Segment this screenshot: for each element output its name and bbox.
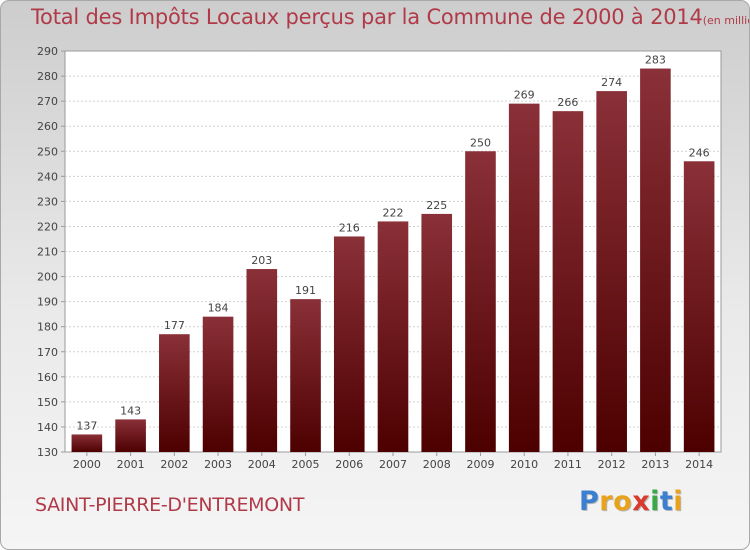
x-axis-ticks: 2000 2001 2002 2003 2004 2005 2006 2007 2008 2009… [73,452,713,471]
y-tick-label: 240 [37,170,58,183]
x-tick-label: 2011 [554,458,582,471]
data-label: 203 [251,254,272,267]
data-label: 184 [208,302,229,315]
x-tick-label: 2014 [685,458,713,471]
y-tick-label: 160 [37,371,58,384]
y-tick-label: 210 [37,246,58,259]
data-label: 269 [514,89,535,102]
bar-2009 [465,151,496,452]
chart-unit: (en milliers d'€) [702,14,749,27]
x-tick-label: 2005 [292,458,320,471]
y-tick-label: 230 [37,195,58,208]
bar-2008 [421,213,453,452]
data-label: 283 [645,54,666,67]
data-label: 143 [120,404,141,417]
bar-2007 [377,221,409,452]
data-label: 216 [339,221,360,234]
bar-2005 [290,299,321,452]
data-label: 266 [557,96,578,109]
bar-2006 [333,236,365,452]
bar-2014 [683,161,715,452]
data-label: 177 [164,319,185,332]
y-tick-label: 170 [37,346,58,359]
y-tick-label: 280 [37,70,58,83]
y-tick-label: 260 [37,120,58,133]
x-tick-label: 2000 [73,458,101,471]
bar-2000 [71,434,103,452]
y-tick-label: 270 [37,95,58,108]
y-tick-label: 130 [37,446,58,459]
x-tick-label: 2002 [160,458,188,471]
bar-2012 [596,91,627,452]
bar-2010 [508,103,540,452]
data-label: 137 [76,419,97,432]
logo-letter: o [613,486,633,517]
proxiti-logo: Proxiti [579,486,683,517]
logo-letter: i [650,486,660,517]
x-tick-label: 2001 [117,458,145,471]
x-tick-label: 2006 [335,458,363,471]
x-tick-label: 2008 [423,458,451,471]
data-label: 225 [426,199,447,212]
x-tick-label: 2013 [641,458,669,471]
logo-letter: P [579,486,600,517]
y-tick-label: 180 [37,321,58,334]
data-label: 222 [383,206,404,219]
chart-title: Total des Impôts Locaux perçus par la Co… [31,5,749,29]
x-tick-label: 2012 [598,458,626,471]
logo-letter: r [599,486,614,517]
bar-2001 [115,419,146,452]
logo-letter: x [632,486,651,517]
bar-2004 [246,269,278,452]
y-tick-label: 190 [37,296,58,309]
y-tick-label: 290 [37,45,58,58]
data-label: 274 [601,76,622,89]
logo-letter: t [659,486,674,517]
data-label: 246 [689,146,710,159]
logo-letter: i [673,486,684,517]
x-tick-label: 2010 [510,458,538,471]
bar-2013 [640,68,671,452]
bar-2002 [159,334,190,452]
x-tick-label: 2003 [204,458,232,471]
commune-name: SAINT-PIERRE-D'ENTREMONT [35,494,305,516]
y-tick-label: 150 [37,396,58,409]
bar-2011 [552,111,584,453]
y-tick-label: 140 [37,421,58,434]
x-tick-label: 2004 [248,458,276,471]
y-tick-label: 250 [37,145,58,158]
y-tick-label: 200 [37,271,58,284]
data-label: 191 [295,284,316,297]
y-axis-ticks: 130 140 150 160 170 180 190 200 210 220 230 240 250 2… [37,45,65,459]
x-tick-label: 2009 [466,458,494,471]
y-tick-label: 220 [37,220,58,233]
x-tick-label: 2007 [379,458,407,471]
bars: 137 143 177 184 203 191 216 222 225 250 269 266 274 2… [71,54,715,453]
chart-title-text: Total des Impôts Locaux perçus par la Co… [31,5,703,29]
bar-2003 [202,316,234,452]
data-label: 250 [470,136,491,149]
